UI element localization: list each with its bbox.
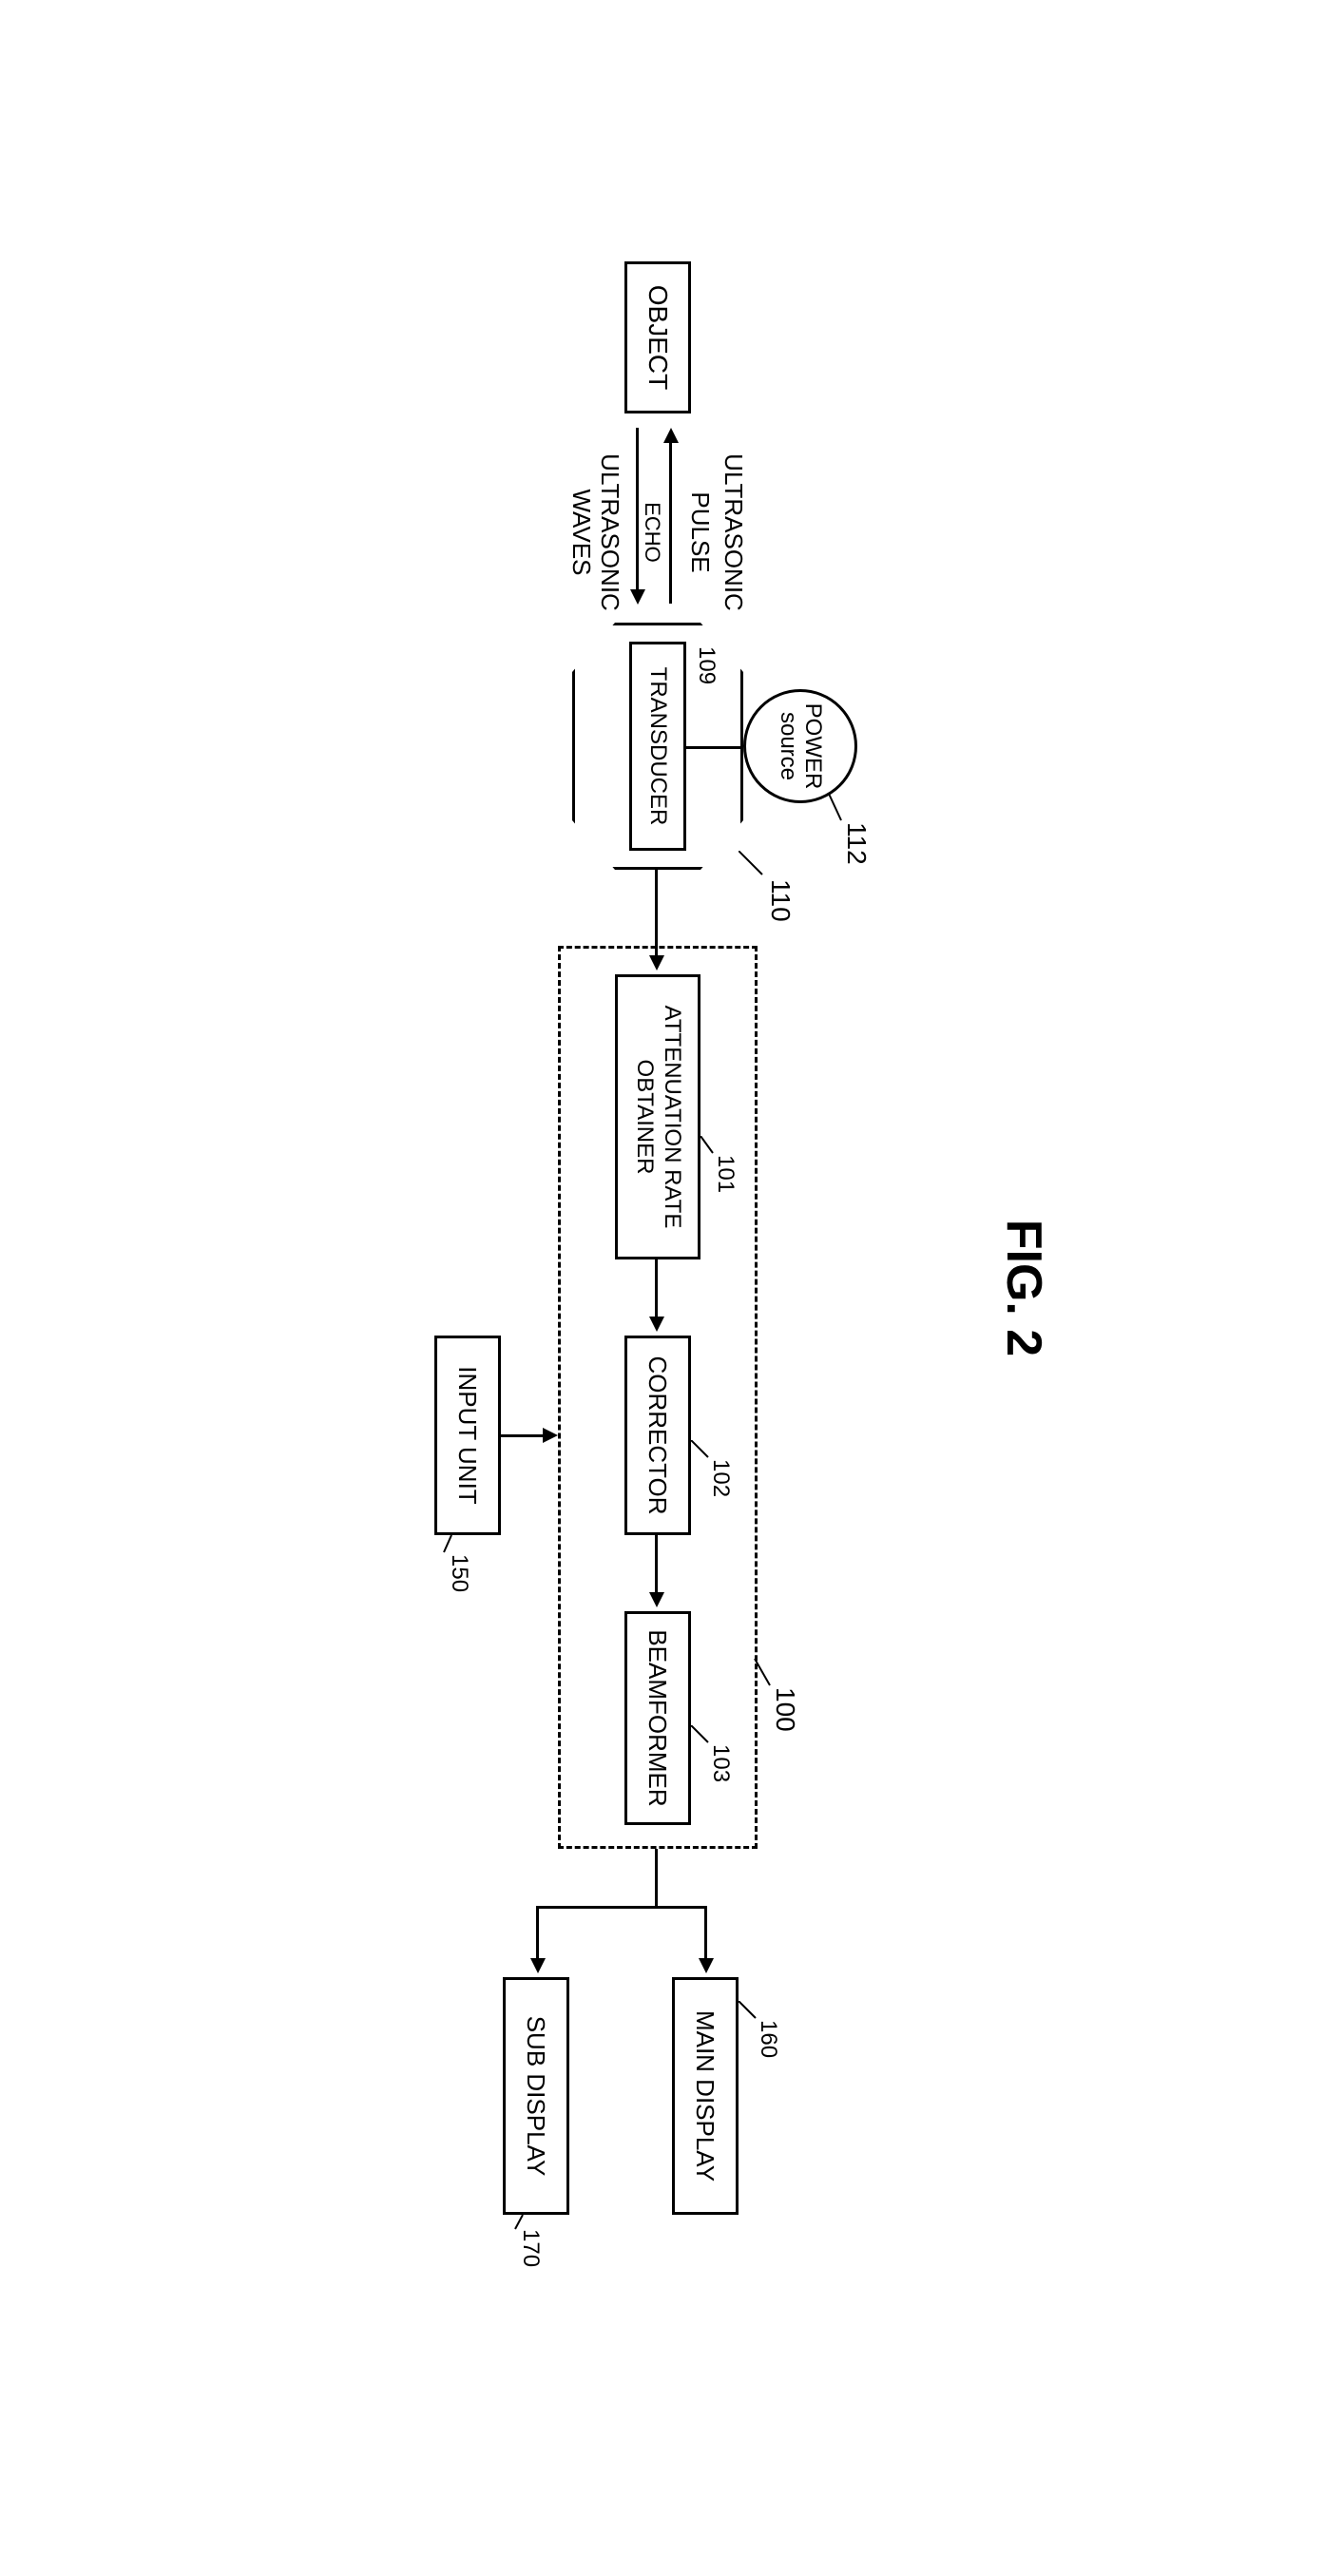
ref-110: 110 <box>765 879 796 922</box>
arrow-corr-beam <box>655 1535 658 1592</box>
object-label: OBJECT <box>643 285 673 390</box>
arrow-to-sub <box>536 1906 539 1958</box>
ref-109: 109 <box>693 646 720 684</box>
ultrasonic-waves-text2: WAVES <box>566 480 596 585</box>
object-block: OBJECT <box>624 261 691 413</box>
figure-title: FIG. 2 <box>995 1220 1052 1356</box>
arrow-to-sub-head <box>530 1958 546 1973</box>
leader-150 <box>439 1535 453 1554</box>
power-source-circle: POWER source <box>743 689 857 803</box>
ref-103: 103 <box>707 1744 734 1782</box>
arrow-atten-corr-head <box>649 1317 664 1332</box>
arrow-input-box <box>501 1434 543 1437</box>
leader-101 <box>698 1136 715 1155</box>
ref-101: 101 <box>712 1155 739 1193</box>
transducer-block: TRANSDUCER <box>629 642 686 851</box>
sub-display-label: SUB DISPLAY <box>521 2016 550 2177</box>
leader-102 <box>689 1440 710 1459</box>
arrow-to-main-head <box>699 1958 714 1973</box>
arrow-corr-beam-head <box>649 1592 664 1607</box>
transducer-label: TRANSDUCER <box>644 667 671 826</box>
leader-110 <box>739 851 767 879</box>
main-display-block: MAIN DISPLAY <box>672 1977 739 2215</box>
ref-100: 100 <box>770 1687 800 1732</box>
pulse-text: PULSE <box>685 480 715 585</box>
arrow-pulse <box>669 442 672 604</box>
arrow-pulse-head <box>663 428 679 443</box>
arrow-input-box-head <box>543 1428 558 1443</box>
corrector-block: CORRECTOR <box>624 1336 691 1535</box>
attenuation-label: ATTENUATION RATE OBTAINER <box>630 1006 685 1229</box>
arrow-atten-corr <box>655 1259 658 1317</box>
leader-103 <box>689 1725 710 1744</box>
echo-text: ECHO <box>640 494 664 570</box>
ultrasonic-waves-text1: ULTRASONIC <box>595 442 624 623</box>
ref-112: 112 <box>841 822 872 865</box>
beamformer-label: BEAMFORMER <box>643 1629 672 1806</box>
arrow-echo-head <box>630 589 645 605</box>
leader-170 <box>510 2215 525 2232</box>
arrow-box-split <box>536 1906 707 1909</box>
ref-150: 150 <box>446 1554 472 1592</box>
ref-160: 160 <box>755 2020 781 2058</box>
leader-112 <box>824 794 843 822</box>
arrow-to-main <box>704 1906 707 1958</box>
ref-102: 102 <box>707 1459 734 1497</box>
diagram-root: FIG. 2 OBJECT ULTRASONIC PULSE ECHO ULTR… <box>235 242 1090 2334</box>
power-to-transducer <box>686 746 743 749</box>
ultrasonic-text: ULTRASONIC <box>719 442 748 623</box>
leader-100 <box>753 1659 772 1687</box>
arrow-trans-atten <box>655 870 658 955</box>
input-unit-block: INPUT UNIT <box>434 1336 501 1535</box>
main-display-label: MAIN DISPLAY <box>690 2010 720 2182</box>
arrow-box-out <box>655 1849 658 1906</box>
power-source-label: POWER source <box>775 703 825 790</box>
beamformer-block: BEAMFORMER <box>624 1611 691 1825</box>
corrector-label: CORRECTOR <box>643 1355 672 1514</box>
arrow-echo <box>636 428 639 589</box>
leader-160 <box>737 2001 758 2020</box>
input-unit-label: INPUT UNIT <box>452 1366 482 1504</box>
sub-display-block: SUB DISPLAY <box>503 1977 569 2215</box>
ref-170: 170 <box>517 2229 544 2267</box>
attenuation-block: ATTENUATION RATE OBTAINER <box>615 974 700 1259</box>
